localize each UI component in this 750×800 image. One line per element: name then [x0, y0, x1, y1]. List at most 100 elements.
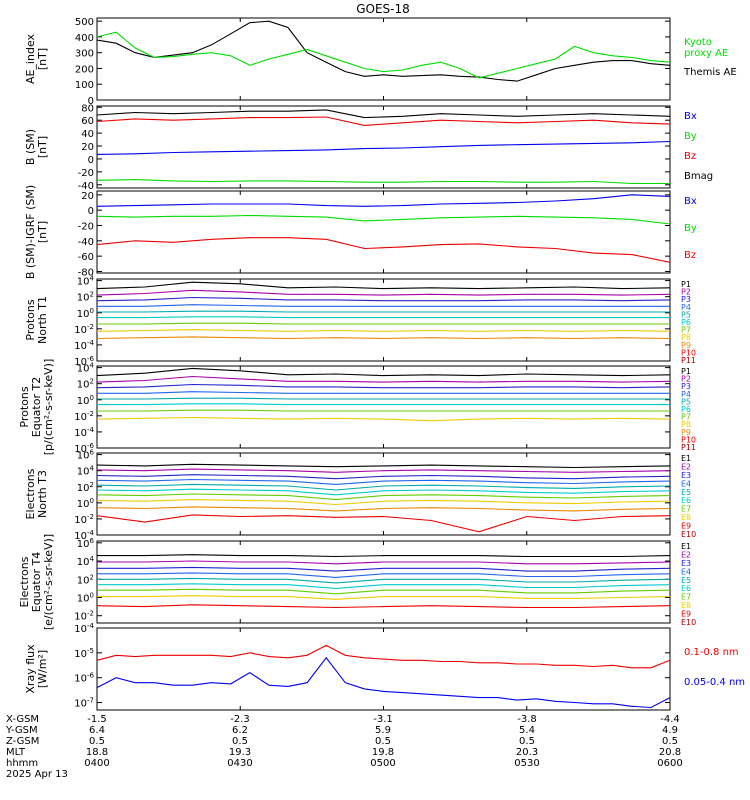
y-axis-label: B (SM)[nT] [24, 129, 49, 165]
y-axis-label: ElectronsEquator T4[e/(cm²-s-sr-keV)] [18, 534, 55, 630]
x-axis-row-value: -2.3 [230, 714, 250, 725]
y-tick-label: 106 [77, 449, 95, 462]
panel-frame [96, 627, 671, 711]
x-axis-row-value: 0500 [370, 758, 395, 769]
y-tick-label: 200 [75, 64, 94, 75]
y-tick-label: 500 [75, 17, 94, 28]
legend-entry: E2 [681, 550, 691, 559]
legend-entry: P5 [681, 397, 691, 406]
series-e10 [96, 514, 671, 533]
plot-title: GOES-18 [356, 2, 410, 16]
y-tick-label: 102 [77, 573, 94, 586]
y-tick-label: 0 [88, 96, 94, 107]
series-0.1-0.8-nm [96, 644, 671, 669]
series-bmag [96, 109, 671, 119]
y-tick-label: 10-5 [74, 647, 94, 660]
legend-entry: E4 [681, 567, 691, 576]
legend-entry: E1 [681, 542, 691, 551]
legend-entry: Bx [684, 196, 697, 207]
legend-entry: E6 [681, 496, 691, 505]
x-axis-row-value: 0400 [84, 758, 109, 769]
series-e4 [96, 478, 671, 485]
y-tick-label: 100 [77, 394, 94, 407]
y-axis-label: B (SM)-IGRF (SM)[nT] [24, 185, 49, 279]
legend-entry: P10 [681, 348, 696, 357]
legend-entry: P1 [681, 280, 691, 289]
series-e4 [97, 572, 671, 578]
legend-entry: Bx [684, 111, 697, 122]
x-axis-row-value: 0.5 [519, 736, 535, 747]
legend-entry: E2 [681, 462, 691, 471]
y-tick-label: 10-4 [74, 622, 94, 635]
y-tick-label: 10-2 [74, 323, 94, 336]
legend-entry: P8 [681, 420, 691, 429]
series-p4 [97, 391, 670, 394]
series-e2 [96, 468, 671, 473]
y-tick-label: 300 [75, 49, 94, 60]
legend-entry: E9 [681, 522, 691, 531]
legend-entry: P9 [681, 428, 691, 437]
y-tick-label: 10-2 [74, 610, 94, 623]
x-axis-row-label: X-GSM [6, 714, 39, 725]
x-axis-row-label: MLT [6, 747, 26, 758]
y-tick-label: 20 [81, 191, 94, 202]
legend-entry: E10 [681, 530, 696, 539]
series-e3 [96, 474, 671, 480]
series-p6 [97, 316, 670, 319]
panel-2: -40 -20 0 20 40 60 80 B (SM)[nT] Bx By Bz Bmag [24, 103, 713, 191]
series-p2 [96, 375, 671, 383]
series-p5 [97, 310, 670, 313]
x-axis-row-value: 0430 [227, 758, 252, 769]
series-bx [96, 140, 671, 155]
legend-entry: P3 [681, 382, 691, 391]
x-axis-row-value: 20.8 [659, 747, 681, 758]
legend-entry: P7 [681, 413, 691, 422]
y-tick-label: 10-4 [74, 339, 94, 352]
legend-entry: E8 [681, 601, 691, 610]
series-p1 [96, 281, 671, 290]
legend-entry: P2 [681, 288, 691, 297]
legend-entry: E5 [681, 488, 691, 497]
series-p4 [97, 304, 670, 307]
panel-frame [96, 17, 671, 101]
legend-entry: P11 [681, 356, 696, 365]
y-tick-label: 100 [75, 80, 94, 91]
series-p7 [97, 322, 670, 325]
legend-entry: E10 [681, 618, 696, 627]
series-e2 [97, 560, 671, 565]
legend-entry: E5 [681, 576, 691, 585]
legend-entry: P2 [681, 375, 691, 384]
series-p6 [97, 403, 670, 406]
series-e3 [97, 566, 671, 572]
y-tick-label: -20 [78, 221, 94, 232]
x-axis-row-value: -4.4 [660, 714, 680, 725]
series-p2 [96, 289, 671, 296]
x-axis-row-value: 0530 [514, 758, 539, 769]
x-axis-row-value: 19.3 [229, 747, 251, 758]
legend-entry: E4 [681, 479, 691, 488]
y-tick-label: 102 [77, 378, 94, 391]
legend-entry: E6 [681, 584, 691, 593]
x-axis-row-label: Z-GSM [6, 736, 39, 747]
panel-7: 106 104 102 100 10-2 ElectronsEquator T4[e/(c… [18, 534, 696, 630]
panel-frame [96, 105, 671, 189]
y-tick-label: 400 [75, 33, 94, 44]
series-e1 [97, 554, 671, 558]
y-tick-label: 10-7 [74, 697, 94, 710]
series-e8 [96, 499, 671, 506]
y-tick-label: 0 [88, 206, 94, 217]
series-p3 [96, 296, 671, 302]
y-axis-label: ElectronsNorth T3 [24, 468, 49, 519]
legend-entry: P3 [681, 295, 691, 304]
y-tick-label: 80 [81, 103, 94, 114]
legend-entry: 0.1-0.8 nm [684, 647, 739, 658]
series-p1 [96, 367, 671, 377]
y-axis-label: ProtonsEquator T2[p/(cm²-s-sr-keV)] [18, 359, 55, 456]
y-tick-label: 10-6 [74, 672, 94, 685]
y-tick-label: -80 [78, 267, 94, 278]
y-tick-label: 0 [88, 155, 94, 166]
legend-entry: P10 [681, 435, 696, 444]
